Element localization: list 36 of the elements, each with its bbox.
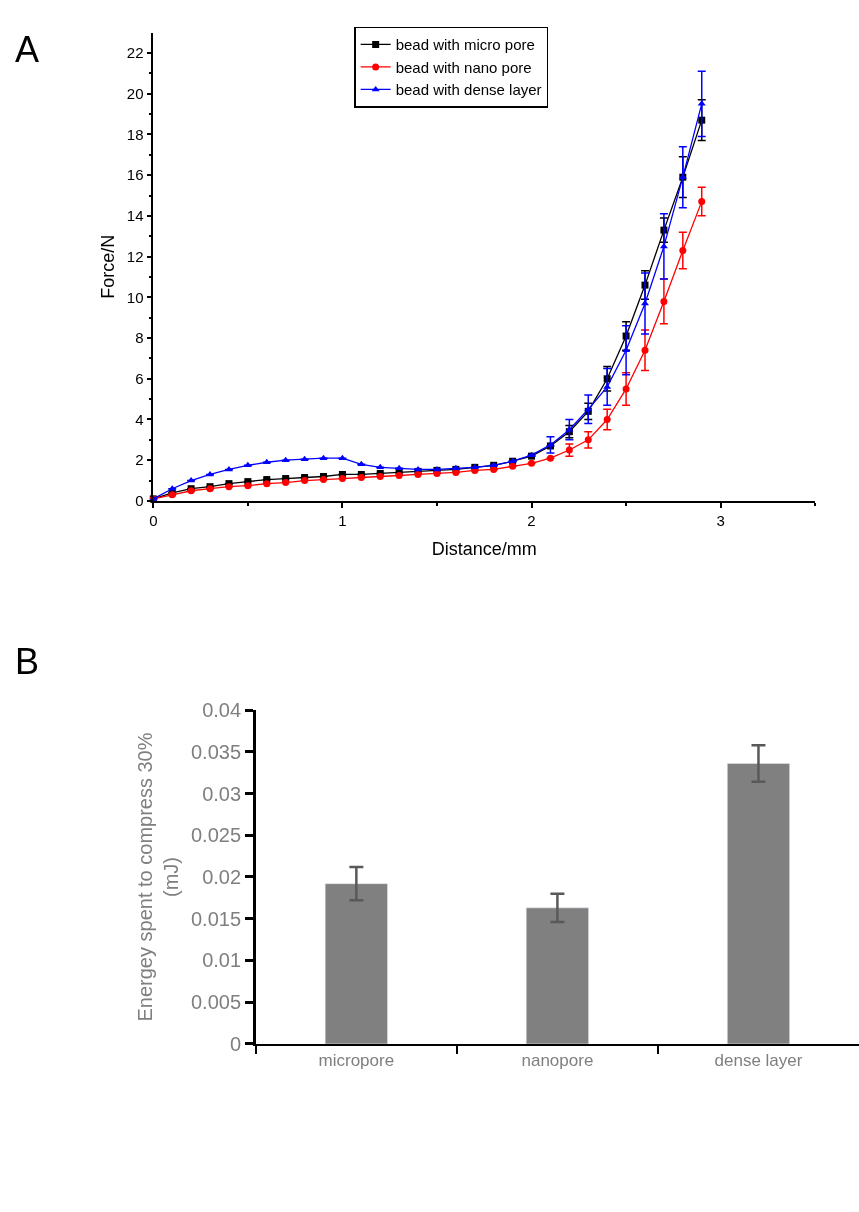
legend-label: bead with dense layer xyxy=(395,81,542,99)
y-tick-label: 6 xyxy=(135,370,144,388)
y-tick-label: 0.03 xyxy=(202,782,242,805)
y-tick-label: 0.02 xyxy=(202,865,242,888)
y-axis-title: Energey spent to compress 30% (mJ) xyxy=(133,732,182,1022)
y-tick-label: 0.04 xyxy=(202,699,242,722)
y-tick-label: 10 xyxy=(126,288,144,306)
x-tick-label: micropore xyxy=(318,1051,395,1071)
y-tick-label: 22 xyxy=(126,44,144,62)
y-tick-label: 14 xyxy=(126,207,144,225)
y-tick-label: 16 xyxy=(126,166,144,184)
text: B xyxy=(15,641,40,682)
legend-label: bead with nano pore xyxy=(395,58,532,76)
y-tick-label: 0.035 xyxy=(191,740,242,763)
legend-label: bead with micro pore xyxy=(395,36,535,54)
y-tick-label: 8 xyxy=(135,329,144,347)
y-tick-label: 0 xyxy=(135,492,144,510)
y-tick-label: 0.025 xyxy=(191,824,242,847)
x-tick-label: 1 xyxy=(338,511,347,529)
y-tick-label: 18 xyxy=(126,125,144,143)
y-tick-label: 0.01 xyxy=(202,949,242,972)
y-tick-label: 4 xyxy=(135,410,144,428)
y-tick-label: 2 xyxy=(135,451,144,469)
x-tick-label: 3 xyxy=(716,511,725,529)
y-tick-label: 0.015 xyxy=(191,907,242,930)
y-tick-label: 20 xyxy=(126,84,144,102)
y-tick-label: 12 xyxy=(126,247,144,265)
text: A xyxy=(15,29,40,70)
x-tick-label: 2 xyxy=(527,511,536,529)
x-tick-label: 0 xyxy=(149,511,158,529)
x-tick-label: dense layer xyxy=(714,1051,803,1071)
y-axis-title: Force/N xyxy=(97,234,118,299)
y-tick-label: 0 xyxy=(229,1032,242,1055)
x-tick-label: nanopore xyxy=(521,1051,594,1071)
x-axis-title: Distance/mm xyxy=(431,539,537,560)
y-tick-label: 0.005 xyxy=(191,991,242,1014)
